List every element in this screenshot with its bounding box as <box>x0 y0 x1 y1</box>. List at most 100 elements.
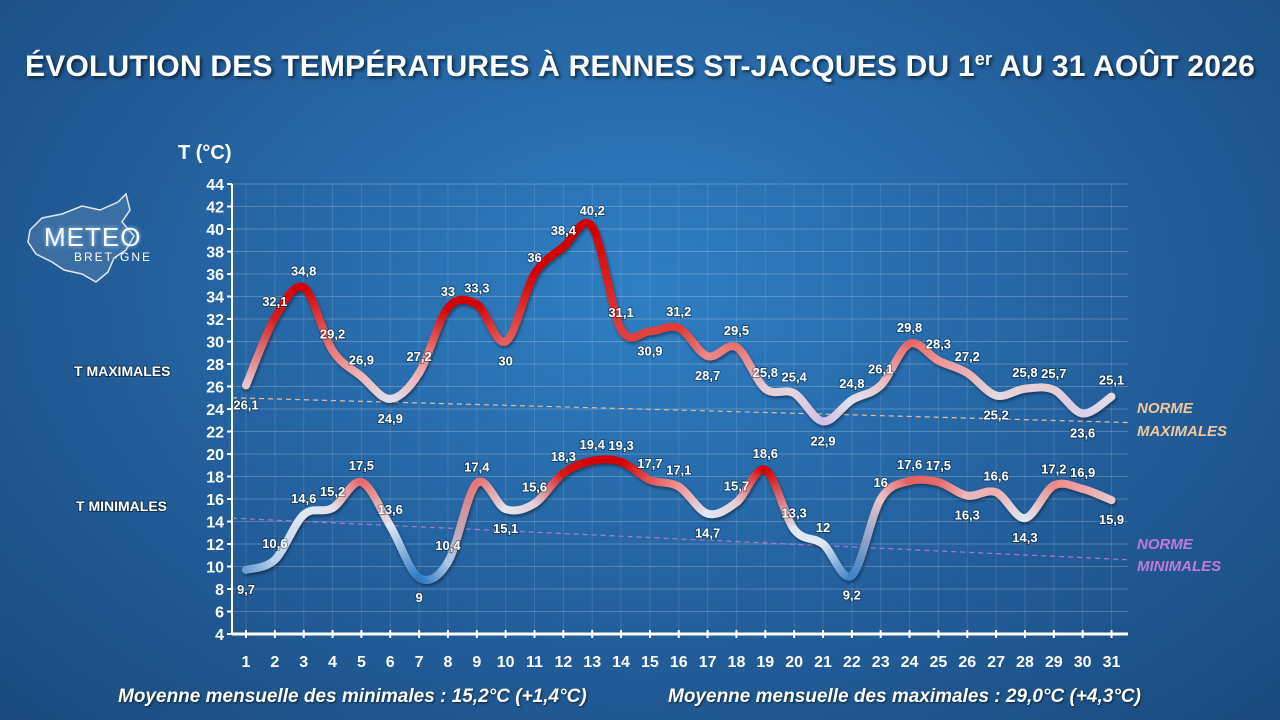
title-end: AU 31 AOÛT 2026 <box>992 50 1255 83</box>
logo-text-bretagne: BRET·GNE <box>74 250 153 264</box>
x-tick-label: 19 <box>756 654 774 671</box>
line-segment <box>674 324 712 361</box>
line-segment <box>1049 385 1087 418</box>
y-tick-label: 22 <box>206 425 224 442</box>
line-segment <box>588 222 626 334</box>
data-label: 29,8 <box>897 320 922 335</box>
x-tick-label: 23 <box>872 654 890 671</box>
series <box>242 219 1116 585</box>
footer-min-average: Moyenne mensuelle des minimales : 15,2°C… <box>118 686 587 707</box>
data-label: 24,9 <box>378 411 403 426</box>
x-tick-label: 6 <box>386 654 395 671</box>
chart-title: ÉVOLUTION DES TEMPÉRATURES À RENNES ST-J… <box>0 50 1280 84</box>
data-label: 33,3 <box>464 280 489 295</box>
y-tick-label: 30 <box>206 335 224 352</box>
logo-text-meteo: METEO <box>44 222 142 252</box>
data-label: 28,7 <box>695 368 720 383</box>
data-label: 18,6 <box>753 446 778 461</box>
y-tick-label: 28 <box>206 357 224 374</box>
x-tick-label: 2 <box>270 654 279 671</box>
data-label: 33 <box>441 284 455 299</box>
line-segment <box>1049 479 1087 493</box>
data-label: 28,3 <box>926 337 951 352</box>
line-segment <box>357 372 395 403</box>
line-segment <box>242 313 279 390</box>
x-tick-label: 15 <box>641 654 659 671</box>
data-label: 26,1 <box>868 361 893 376</box>
line-segment <box>415 303 452 377</box>
data-label: 31,2 <box>666 304 691 319</box>
data-label: 19,4 <box>580 437 606 452</box>
data-label: 32,1 <box>262 294 287 309</box>
y-tick-label: 26 <box>206 380 224 397</box>
x-tick-label: 17 <box>699 654 717 671</box>
line-segment <box>443 295 481 312</box>
series-max-line <box>242 219 1116 426</box>
footer-max-average: Moyenne mensuelle des maximales : 29,0°C… <box>668 686 1141 707</box>
line-segment <box>386 369 424 403</box>
x-tick-label: 26 <box>958 654 976 671</box>
norm-min-label-line2: MINIMALES <box>1137 558 1221 575</box>
x-tick-label: 8 <box>443 654 452 671</box>
data-label: 14,7 <box>695 526 720 541</box>
data-label: 19,3 <box>608 438 633 453</box>
line-segment <box>415 558 452 585</box>
data-label: 12 <box>816 520 830 535</box>
data-label: 36 <box>527 250 541 265</box>
meteo-bretagne-logo: METEO BRET·GNE <box>22 192 152 292</box>
line-segment <box>501 270 539 346</box>
data-label: 15,7 <box>724 478 749 493</box>
x-tick-label: 13 <box>583 654 601 671</box>
x-tick-label: 3 <box>299 654 308 671</box>
data-label: 27,2 <box>406 349 431 364</box>
x-tick-label: 14 <box>612 654 630 671</box>
data-label: 34,8 <box>291 264 316 279</box>
line-segment <box>617 325 654 342</box>
y-tick-label: 8 <box>215 582 224 599</box>
data-label: 30 <box>498 354 512 369</box>
line-segment <box>588 455 626 466</box>
data-label: 16,9 <box>1070 465 1095 480</box>
y-tick-label: 6 <box>215 605 224 622</box>
x-tick-label: 27 <box>987 654 1005 671</box>
line-segment <box>1020 383 1058 394</box>
x-tick-label: 1 <box>242 654 251 671</box>
series-min-line <box>242 455 1116 585</box>
norm-max-label-line2: MAXIMALES <box>1137 423 1227 440</box>
y-tick-label: 20 <box>206 447 224 464</box>
y-tick-label: 18 <box>206 470 224 487</box>
line-segment <box>819 396 856 426</box>
y-tick-label: 24 <box>206 402 224 419</box>
line-segment <box>992 488 1029 523</box>
data-labels: 26,1 32,1 34,8 29,2 26,9 24,9 27,2 33 33,3 30 36 38… <box>232 202 1125 606</box>
data-label: 26,9 <box>349 352 374 367</box>
data-label: 16,6 <box>983 468 1008 483</box>
line-segment <box>847 495 885 580</box>
line-segment <box>819 540 856 581</box>
data-label: 17,7 <box>637 456 662 471</box>
x-tick-label: 22 <box>843 654 861 671</box>
x-tick-label: 11 <box>526 654 543 671</box>
line-segment <box>1020 481 1058 523</box>
data-label: 31,1 <box>608 305 633 320</box>
y-tick-label: 32 <box>206 312 224 329</box>
line-segment <box>674 482 712 518</box>
line-segment <box>1078 392 1116 418</box>
data-label: 17,4 <box>464 459 490 474</box>
data-label: 30,9 <box>637 343 662 358</box>
y-tick-label: 10 <box>206 560 224 577</box>
x-tick-label: 4 <box>328 654 337 671</box>
data-label: 9,2 <box>843 588 861 603</box>
y-tick-label: 36 <box>206 267 224 284</box>
x-tick-label: 21 <box>814 654 832 671</box>
data-label: 29,5 <box>724 323 749 338</box>
data-label: 17,1 <box>666 463 691 478</box>
line-segment <box>299 283 337 355</box>
line-segment <box>472 300 510 346</box>
line-segment <box>761 465 799 534</box>
norm-lines <box>231 397 1129 561</box>
x-tick-label: 29 <box>1045 654 1063 671</box>
x-tick-label: 9 <box>472 654 481 671</box>
data-label: 22,9 <box>810 433 835 448</box>
